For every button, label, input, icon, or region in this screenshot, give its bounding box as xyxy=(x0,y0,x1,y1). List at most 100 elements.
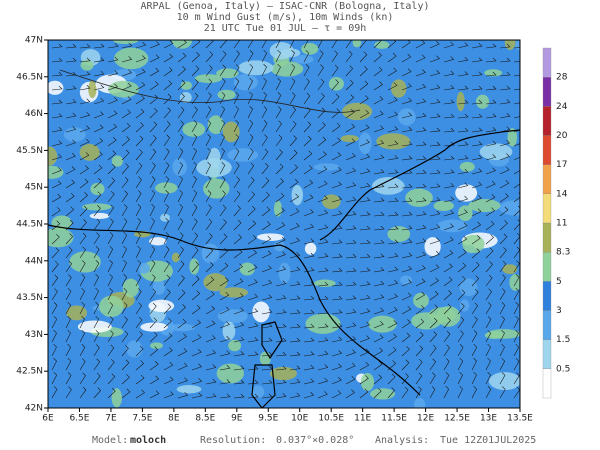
wind-barb xyxy=(331,152,342,161)
wind-barb xyxy=(177,161,184,175)
wind-barb xyxy=(457,195,469,203)
field-patch xyxy=(180,81,192,90)
wind-barb xyxy=(51,357,57,371)
field-patch xyxy=(405,188,433,207)
wind-barb xyxy=(135,108,145,119)
wind-barb xyxy=(275,351,287,357)
wind-barb xyxy=(429,372,436,385)
wind-barb xyxy=(415,211,427,217)
wind-barb xyxy=(331,376,342,385)
wind-barb xyxy=(387,67,398,77)
wind-barb xyxy=(317,267,329,273)
wind-barb xyxy=(457,249,467,259)
field-patch xyxy=(219,287,249,298)
field-patch xyxy=(313,279,336,287)
wind-barb xyxy=(247,77,253,91)
colorbar-label: 5 xyxy=(556,277,562,287)
wind-barb xyxy=(415,278,426,287)
wind-barb xyxy=(331,309,343,315)
wind-barb xyxy=(177,40,187,49)
wind-barb xyxy=(79,57,91,63)
wind-barb xyxy=(457,276,466,287)
wind-barb xyxy=(485,329,492,343)
wind-barb xyxy=(499,193,509,203)
field-patch xyxy=(88,80,97,99)
wind-barb xyxy=(163,376,174,385)
wind-barb xyxy=(65,386,72,399)
wind-barb xyxy=(163,246,170,259)
wind-barb xyxy=(93,387,102,399)
field-patch xyxy=(257,233,284,241)
wind-barb xyxy=(107,232,114,245)
wind-barb xyxy=(485,167,496,175)
wind-barb xyxy=(345,322,357,329)
wind-barb xyxy=(79,165,89,175)
wind-barb xyxy=(191,363,203,371)
wind-barb xyxy=(387,360,397,371)
wind-barb xyxy=(499,247,507,259)
wind-barb xyxy=(163,80,173,91)
wind-barb xyxy=(93,358,101,371)
wind-barb xyxy=(415,386,422,399)
field-patch xyxy=(138,262,150,274)
wind-barb xyxy=(513,329,519,343)
wind-barb xyxy=(513,74,520,77)
wind-barb xyxy=(135,176,142,189)
wind-barb xyxy=(443,223,454,231)
wind-barb xyxy=(177,362,188,371)
wind-barb xyxy=(205,64,213,77)
wind-barb xyxy=(317,107,326,119)
wind-barb xyxy=(219,204,227,217)
field-patch xyxy=(150,342,163,349)
wind-barb xyxy=(219,64,227,77)
field-patch xyxy=(222,121,240,143)
field-patch xyxy=(340,134,359,143)
wind-barb xyxy=(513,179,520,189)
wind-barb xyxy=(247,337,259,343)
wind-barb xyxy=(471,85,483,91)
wind-barb xyxy=(387,280,399,287)
wind-barb xyxy=(247,249,258,259)
wind-barb xyxy=(51,329,57,343)
header-line: ARPAL (Genoa, Italy) – ISAC-CNR (Bologna… xyxy=(141,1,430,12)
wind-barb xyxy=(135,360,145,371)
wind-barb xyxy=(247,91,253,105)
wind-barb xyxy=(163,40,174,49)
wind-barb xyxy=(93,315,100,329)
field-patch xyxy=(48,146,58,166)
wind-barb xyxy=(415,155,427,161)
wind-barb xyxy=(205,364,217,371)
wind-barb xyxy=(331,350,343,357)
wind-barb xyxy=(429,127,441,133)
wind-barb xyxy=(177,189,183,203)
wind-barb xyxy=(303,150,313,161)
wind-barb xyxy=(303,165,313,175)
header-line: 21 UTC Tue 01 JUL – τ = 09h xyxy=(204,23,367,34)
wind-barb xyxy=(79,372,86,385)
wind-barb xyxy=(65,57,77,63)
wind-barb xyxy=(219,50,227,63)
wind-barb xyxy=(233,50,240,63)
wind-barb xyxy=(303,106,311,119)
wind-barb xyxy=(429,237,441,245)
lon-label: 7.5E xyxy=(132,414,152,424)
field-patch xyxy=(69,251,101,273)
wind-barb xyxy=(121,109,131,119)
wind-barb xyxy=(163,332,173,343)
wind-barb xyxy=(51,43,63,49)
wind-barb xyxy=(289,222,300,231)
wind-barb xyxy=(233,133,240,147)
wind-barb xyxy=(219,262,229,273)
wind-barb xyxy=(387,111,399,119)
wind-barb xyxy=(205,320,216,329)
wind-barb xyxy=(219,147,225,161)
wind-barb xyxy=(205,40,214,49)
wind-barb xyxy=(79,192,88,203)
wind-barb xyxy=(345,167,357,175)
wind-barb xyxy=(233,292,244,301)
field-patch xyxy=(304,242,317,255)
wind-barb xyxy=(457,56,469,63)
field-patch xyxy=(126,340,143,358)
wind-barb xyxy=(345,123,356,133)
wind-barb xyxy=(275,323,287,329)
